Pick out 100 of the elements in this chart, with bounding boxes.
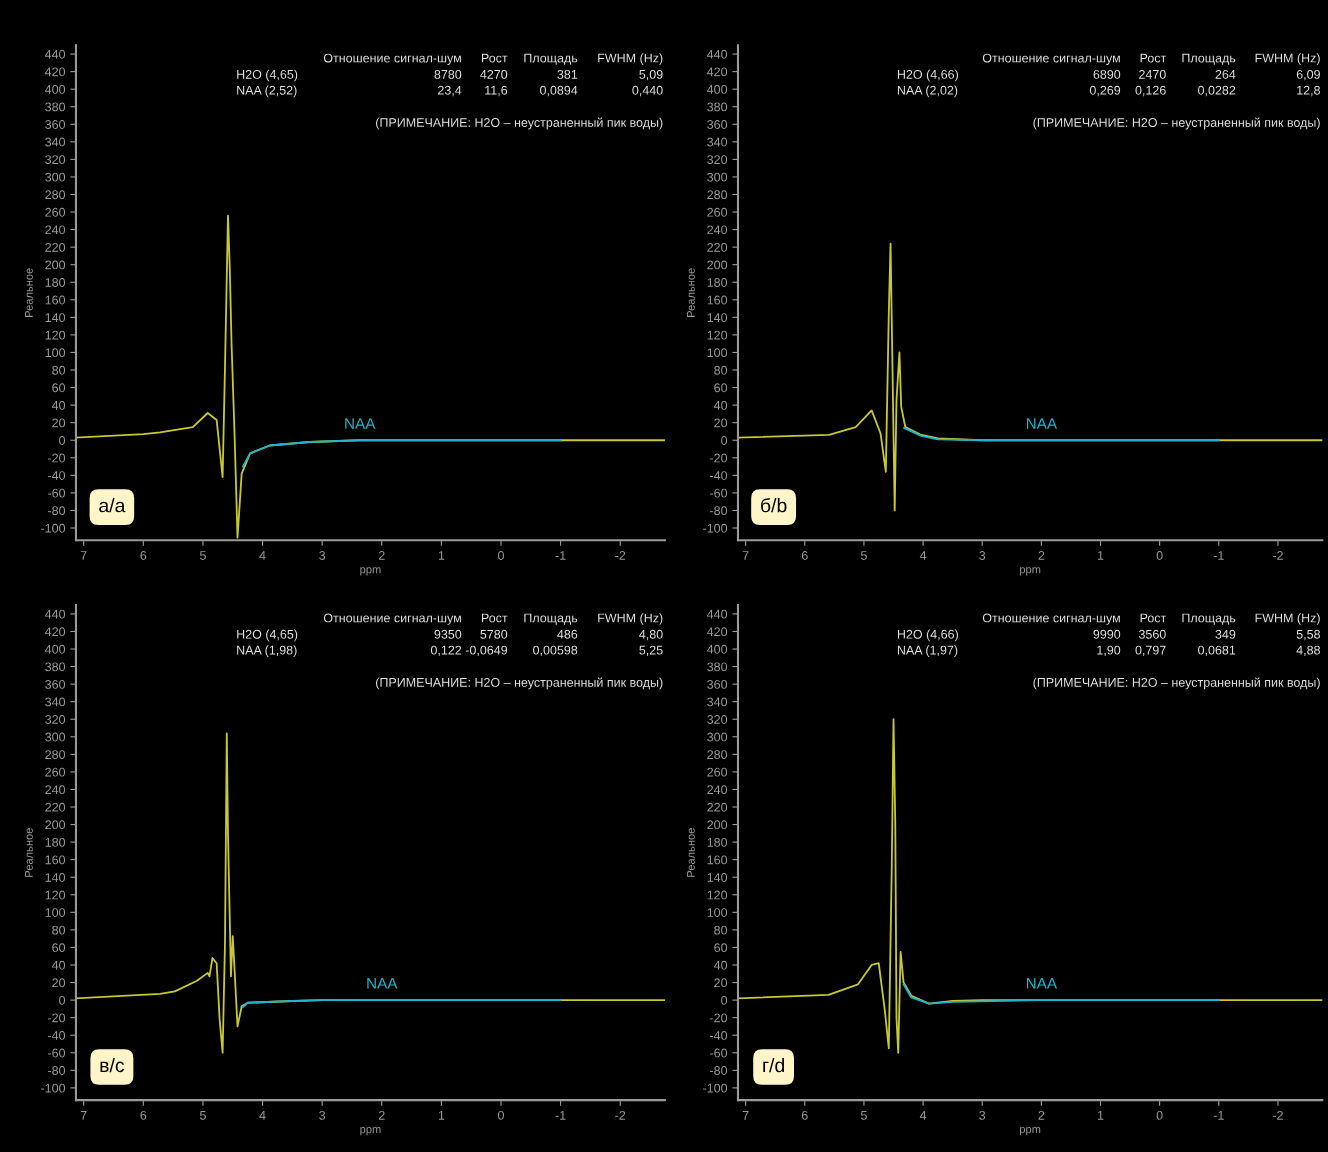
series-label: NAA xyxy=(1026,418,1058,429)
y-tick-label: 440 xyxy=(44,609,66,619)
x-tick-label: 1 xyxy=(438,1111,445,1120)
y-tick-label: 100 xyxy=(45,348,66,358)
series-label: NAA xyxy=(1026,978,1058,989)
y-tick-label: 400 xyxy=(706,644,728,654)
y-tick-label: 160 xyxy=(707,295,728,305)
annotation: 381 xyxy=(557,69,578,79)
annotation: NAA (1,98) xyxy=(237,645,297,657)
x-tick-label: 4 xyxy=(259,551,266,560)
y-tick-label: -80 xyxy=(710,506,728,516)
y-tick-label: 240 xyxy=(45,225,66,235)
y-tick-label: 300 xyxy=(45,172,66,182)
y-tick-label: 60 xyxy=(52,383,66,393)
annotation: в/c xyxy=(100,1057,125,1073)
y-tick-label: 420 xyxy=(44,627,66,637)
annotation: 4,80 xyxy=(639,629,663,641)
x-tick-label: -1 xyxy=(555,551,566,560)
y-tick-label: 200 xyxy=(707,820,728,830)
x-tick-label: 2 xyxy=(1038,551,1045,560)
annotation: (ПРИМЕЧАНИЕ: H2O – неустраненный пик воды) xyxy=(1033,117,1320,130)
annotation: Рост xyxy=(1140,613,1167,623)
y-tick-label: 80 xyxy=(714,925,728,935)
annotation: H2O (4,65) xyxy=(237,629,298,642)
x-tick-label: 7 xyxy=(80,551,87,560)
x-tick-label: 4 xyxy=(259,1111,266,1120)
y-tick-label: 80 xyxy=(714,365,728,375)
annotation: 5,25 xyxy=(639,645,663,657)
x-tick-label: 2 xyxy=(378,1110,385,1120)
y-tick-label: -20 xyxy=(710,453,728,463)
annotation: 5780 xyxy=(480,629,508,639)
annotation: 5,58 xyxy=(1296,629,1320,641)
y-tick-label: 240 xyxy=(45,785,66,795)
y-tick-label: 380 xyxy=(707,102,728,112)
y-tick-label: 400 xyxy=(44,84,66,94)
annotation: 5,09 xyxy=(639,69,663,81)
y-tick-label: 120 xyxy=(707,330,728,340)
y-tick-label: 140 xyxy=(707,873,728,882)
annotation: 0,0894 xyxy=(540,85,578,97)
annotation: Площадь xyxy=(1182,613,1236,625)
y-tick-label: -80 xyxy=(710,1066,728,1075)
y-tick-label: -40 xyxy=(710,471,728,480)
y-tick-label: 320 xyxy=(45,715,66,724)
x-tick-label: 7 xyxy=(80,1111,87,1120)
y-tick-label: 40 xyxy=(51,960,66,970)
annotation: 0,440 xyxy=(632,85,663,97)
y-axis-title: Реальное xyxy=(687,268,695,317)
annotation: 6890 xyxy=(1093,69,1121,79)
y-tick-label: -80 xyxy=(48,506,66,516)
annotation: 0,0681 xyxy=(1198,645,1236,657)
annotation: Отношение сигнал-шум xyxy=(323,53,461,65)
annotation: Отношение сигнал-шум xyxy=(982,613,1120,625)
annotation: NAA (2,02) xyxy=(897,85,958,98)
annotation: NAA (2,52) xyxy=(237,85,297,98)
annotation: 2470 xyxy=(1139,69,1166,79)
x-tick-label: -2 xyxy=(615,551,626,560)
annotation: (ПРИМЕЧАНИЕ: H2O – неустраненный пик воды) xyxy=(376,117,663,130)
y-tick-label: 160 xyxy=(45,855,66,865)
x-axis-title: ppm xyxy=(1020,567,1041,576)
x-tick-label: 7 xyxy=(742,1111,749,1120)
x-tick-label: 2 xyxy=(378,551,385,560)
annotation: 4270 xyxy=(480,69,508,79)
annotation: Площадь xyxy=(524,613,578,625)
x-tick-label: 0 xyxy=(498,551,504,560)
y-tick-label: -60 xyxy=(48,1048,66,1058)
annotation: 0,797 xyxy=(1135,645,1166,657)
x-tick-label: 1 xyxy=(1097,551,1104,560)
x-tick-label: 3 xyxy=(979,1110,986,1120)
y-tick-label: 200 xyxy=(45,260,66,270)
y-tick-label: 340 xyxy=(45,697,66,707)
y-tick-label: 260 xyxy=(45,207,66,217)
x-tick-label: 3 xyxy=(979,551,986,560)
x-tick-label: 3 xyxy=(319,551,326,560)
y-tick-label: 440 xyxy=(706,609,728,619)
annotation: 1,90 xyxy=(1097,645,1121,657)
y-tick-label: 240 xyxy=(707,785,728,795)
y-tick-label: -20 xyxy=(48,1013,66,1023)
annotation: FWHM (Hz) xyxy=(598,53,663,65)
x-tick-label: 5 xyxy=(199,1111,206,1120)
y-tick-label: 60 xyxy=(52,943,66,953)
y-tick-label: -20 xyxy=(710,1013,728,1023)
y-tick-label: 100 xyxy=(707,348,728,358)
line-series xyxy=(241,439,562,468)
annotation: 349 xyxy=(1215,629,1236,639)
y-tick-label: 40 xyxy=(713,960,728,970)
annotation: Рост xyxy=(481,53,508,63)
y-tick-label: 100 xyxy=(707,908,728,917)
annotation: (ПРИМЕЧАНИЕ: H2O – неустраненный пик воды) xyxy=(376,677,663,690)
y-tick-label: 340 xyxy=(45,137,66,147)
y-tick-label: 220 xyxy=(45,242,66,252)
y-tick-label: 0 xyxy=(721,436,728,445)
line-series xyxy=(903,427,1220,442)
annotation: -0,0649 xyxy=(465,645,508,657)
annotation: б/b xyxy=(761,497,787,513)
y-tick-label: 180 xyxy=(45,278,66,287)
x-tick-label: 4 xyxy=(919,551,927,560)
x-tick-label: -1 xyxy=(555,1111,566,1120)
y-tick-label: 140 xyxy=(707,313,728,323)
y-tick-label: 200 xyxy=(45,820,66,830)
y-tick-label: 100 xyxy=(45,908,66,917)
